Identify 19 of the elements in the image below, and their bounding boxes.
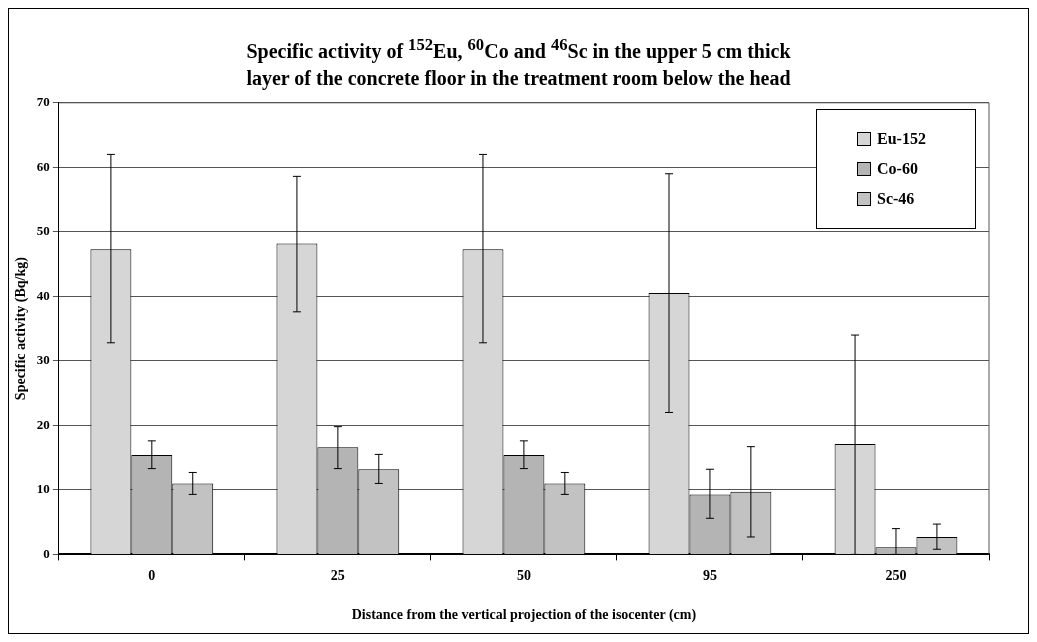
y-tick-label: 30 bbox=[36, 351, 50, 367]
y-tick-label: 0 bbox=[43, 545, 50, 561]
y-tick-label: 20 bbox=[36, 416, 50, 432]
y-tick-label: 10 bbox=[36, 480, 50, 496]
legend-label: Sc-46 bbox=[877, 190, 915, 208]
legend-label: Eu-152 bbox=[877, 130, 926, 148]
x-tick-label: 25 bbox=[330, 568, 345, 584]
x-tick-label: 50 bbox=[516, 568, 531, 584]
chart-title: Specific activity of $^{152}$Eu, $^{60}$Co and $^{46}$Sc in the upper 5 cm thick layer of the concrete floor in the treatment room below the head bbox=[245, 34, 792, 92]
y-axis-title: Specific activity (Bq/kg) bbox=[13, 256, 30, 400]
y-tick-label: 50 bbox=[36, 222, 50, 238]
legend-label: Co-60 bbox=[877, 160, 918, 178]
x-tick-label: 250 bbox=[885, 568, 907, 584]
y-tick-label: 70 bbox=[36, 93, 50, 109]
y-tick-label: 40 bbox=[36, 287, 50, 303]
y-tick-label: 60 bbox=[36, 158, 50, 174]
x-tick-label: 0 bbox=[148, 568, 156, 584]
x-axis-title: Distance from the vertical projection of the isocenter (cm) bbox=[351, 606, 697, 623]
x-tick-label: 95 bbox=[702, 568, 717, 584]
